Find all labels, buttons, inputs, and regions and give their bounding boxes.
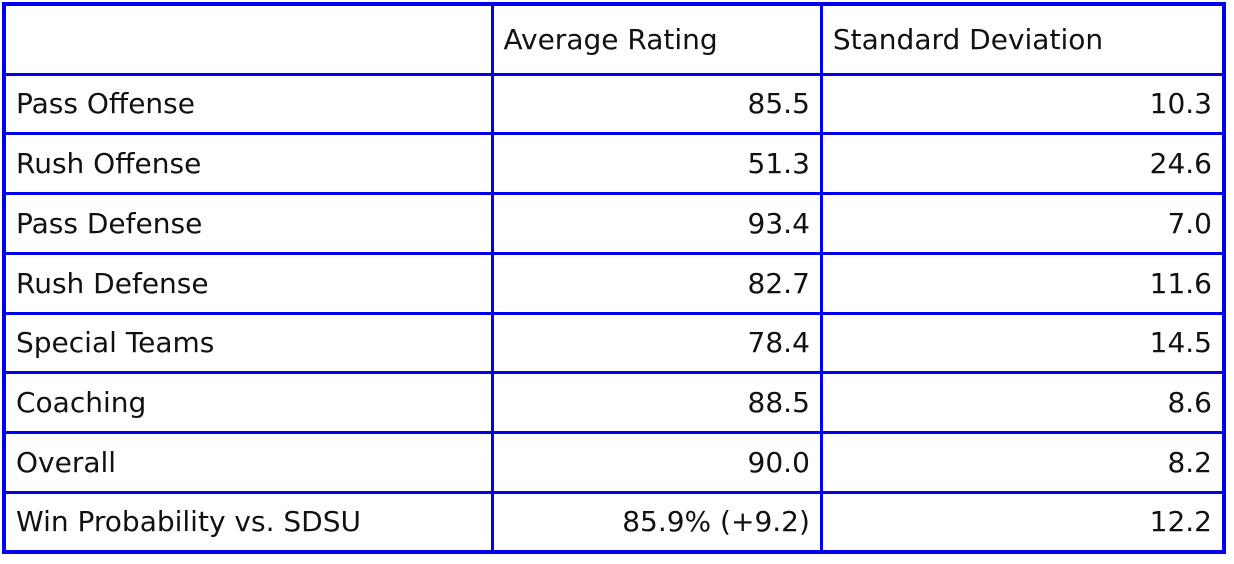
std-dev-cell: 12.2 — [819, 490, 1226, 554]
table-row: Coaching 88.5 8.6 — [2, 371, 1226, 434]
avg-rating-cell: 85.5 — [490, 72, 823, 136]
row-label-cell: Special Teams — [2, 311, 494, 375]
std-dev-cell: 10.3 — [819, 72, 1226, 136]
std-dev-cell: 8.6 — [819, 371, 1226, 434]
avg-rating-cell: 82.7 — [490, 251, 823, 315]
row-label-cell: Rush Defense — [2, 251, 494, 315]
table-row: Pass Defense 93.4 7.0 — [2, 192, 1226, 255]
table-body: Pass Offense 85.5 10.3 Rush Offense 51.3… — [2, 72, 1226, 554]
table-row: Rush Defense 82.7 11.6 — [2, 251, 1226, 315]
std-dev-cell: 7.0 — [819, 192, 1226, 255]
row-label-cell: Overall — [2, 431, 494, 494]
team-ratings-table: Average Rating Standard Deviation Pass O… — [2, 2, 1226, 554]
row-label-cell: Win Probability vs. SDSU — [2, 490, 494, 554]
avg-rating-cell: 93.4 — [490, 192, 823, 255]
header-standard-deviation: Standard Deviation — [819, 2, 1226, 76]
header-empty-cell — [2, 2, 494, 76]
avg-rating-cell: 90.0 — [490, 431, 823, 494]
avg-rating-cell: 88.5 — [490, 371, 823, 434]
std-dev-cell: 11.6 — [819, 251, 1226, 315]
header-average-rating: Average Rating — [490, 2, 823, 76]
row-label-cell: Pass Defense — [2, 192, 494, 255]
std-dev-cell: 24.6 — [819, 132, 1226, 195]
avg-rating-cell: 78.4 — [490, 311, 823, 375]
row-label-cell: Rush Offense — [2, 132, 494, 195]
row-label-cell: Coaching — [2, 371, 494, 434]
table-row: Pass Offense 85.5 10.3 — [2, 72, 1226, 136]
table-row: Overall 90.0 8.2 — [2, 431, 1226, 494]
std-dev-cell: 8.2 — [819, 431, 1226, 494]
std-dev-cell: 14.5 — [819, 311, 1226, 375]
avg-rating-cell: 85.9% (+9.2) — [490, 490, 823, 554]
header-row: Average Rating Standard Deviation — [2, 2, 1226, 76]
table-row: Special Teams 78.4 14.5 — [2, 311, 1226, 375]
table-header: Average Rating Standard Deviation — [2, 2, 1226, 76]
table-row: Rush Offense 51.3 24.6 — [2, 132, 1226, 195]
row-label-cell: Pass Offense — [2, 72, 494, 136]
table-row: Win Probability vs. SDSU 85.9% (+9.2) 12… — [2, 490, 1226, 554]
avg-rating-cell: 51.3 — [490, 132, 823, 195]
